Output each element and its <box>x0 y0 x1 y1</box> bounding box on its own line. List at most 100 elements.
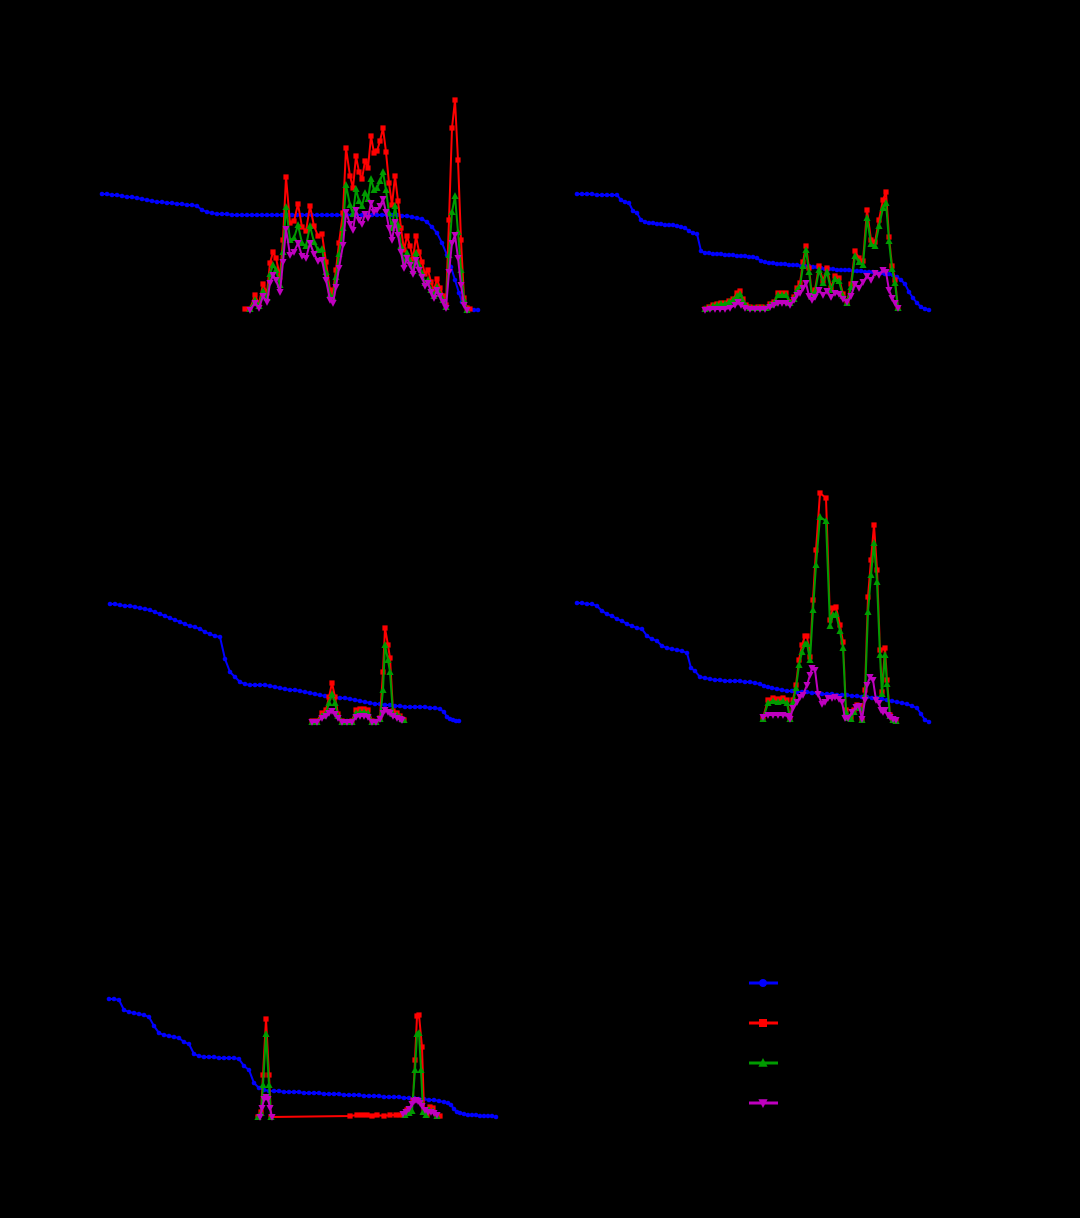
green-triangles-up-marker <box>835 277 843 284</box>
blue-circles-marker <box>779 687 785 693</box>
red-squares-marker <box>817 490 823 496</box>
red-squares-marker <box>833 604 839 610</box>
green-triangles-up-marker <box>391 202 399 209</box>
blue-circles-marker <box>898 277 904 283</box>
panel-middle-right-chart <box>574 490 932 725</box>
blue-circles-marker <box>761 683 767 689</box>
blue-circles-marker <box>321 1091 327 1097</box>
green-triangles-up-marker <box>259 1081 267 1088</box>
magenta-triangles-down-marker <box>361 211 369 218</box>
magenta-triangles-down-marker <box>343 719 351 726</box>
blue-circles-marker <box>579 191 585 197</box>
green-triangles-up-marker <box>812 561 820 568</box>
blue-circles-marker <box>481 1113 487 1119</box>
red-squares-marker <box>291 218 297 224</box>
magenta-triangles-down-marker <box>302 255 310 262</box>
magenta-triangles-down-marker <box>346 221 354 228</box>
red-squares-marker <box>387 655 393 661</box>
blue-circles-marker <box>589 191 595 197</box>
green-triangles-up-marker <box>733 292 741 299</box>
blue-circles-marker <box>264 212 270 218</box>
blue-circles-marker <box>112 601 118 607</box>
magenta-triangles-down-marker <box>885 287 893 294</box>
blue-circles-marker <box>151 1023 157 1029</box>
magenta-triangles-down-marker <box>811 294 819 301</box>
magenta-triangles-down-marker <box>799 692 807 699</box>
blue-circles-marker <box>399 213 405 219</box>
red-squares-marker <box>307 203 313 209</box>
legend-marker-green-triangles-up <box>758 1058 768 1067</box>
green-triangles-up-marker <box>836 627 844 634</box>
red-squares-marker <box>404 233 410 239</box>
magenta-triangles-down-marker <box>891 300 899 307</box>
magenta-triangles-down-marker <box>806 672 814 679</box>
blue-circles-marker <box>727 678 733 684</box>
blue-circles-marker <box>684 650 690 656</box>
blue-circles-marker <box>317 692 323 698</box>
blue-circles-marker <box>189 202 195 208</box>
green-triangles-up-marker <box>885 237 893 244</box>
magenta-triangles-down-marker <box>398 717 406 724</box>
magenta-triangles-down-marker <box>400 265 408 272</box>
green-triangles-up-marker <box>448 208 456 215</box>
blue-circles-marker <box>232 674 238 680</box>
magenta-triangles-down-marker <box>256 1114 264 1121</box>
magenta-triangles-down-marker <box>764 712 772 719</box>
blue-circles-marker <box>477 1113 483 1119</box>
magenta-triangles-down-marker <box>839 296 847 303</box>
magenta-triangles-down-marker <box>793 699 801 706</box>
blue-circles-marker <box>698 248 704 254</box>
blue-circles-marker <box>437 706 443 712</box>
red-squares-marker <box>856 255 862 261</box>
blue-circles-marker <box>757 681 763 687</box>
green-triangles-up-marker <box>764 699 772 706</box>
legend-marker-blue-circles <box>759 979 767 987</box>
magenta-triangles-down-marker <box>823 288 831 295</box>
green-triangles-up-marker <box>729 296 737 303</box>
blue-circles-marker <box>778 261 784 267</box>
blue-circles-marker <box>784 688 790 694</box>
blue-circles-marker <box>594 603 600 609</box>
blue-circles-marker <box>619 618 625 624</box>
magenta-triangles-down-marker <box>805 293 813 300</box>
blue-circles-marker <box>770 260 776 266</box>
top-right-magenta-triangles-down <box>701 267 902 314</box>
green-triangles-up-marker <box>325 699 333 706</box>
blue-circles-marker <box>457 1110 463 1116</box>
green-triangles-up-marker <box>823 268 831 275</box>
middle-right-blue-circles <box>574 600 932 725</box>
blue-circles-marker <box>431 1097 437 1103</box>
blue-circles-marker <box>594 192 600 198</box>
blue-circles-marker <box>212 633 218 639</box>
green-triangles-up-marker <box>725 298 733 305</box>
red-squares-marker <box>323 259 329 265</box>
blue-circles-line <box>576 602 930 723</box>
green-triangles-up-marker <box>259 287 267 294</box>
middle-right-green-triangles-up <box>759 513 900 724</box>
blue-circles-marker <box>139 196 145 202</box>
magenta-triangles-down-marker <box>786 302 794 309</box>
blue-circles-marker <box>714 251 720 257</box>
magenta-triangles-down-marker <box>726 305 734 312</box>
magenta-triangles-down-marker <box>342 209 350 216</box>
green-triangles-up-marker <box>302 242 310 249</box>
green-triangles-up-marker <box>805 268 813 275</box>
green-triangles-up-marker <box>403 249 411 256</box>
panel-top-right-chart <box>574 189 932 314</box>
red-squares-marker <box>419 1044 425 1050</box>
blue-circles-marker <box>451 1106 457 1112</box>
blue-circles-marker <box>136 1011 142 1017</box>
blue-circles-marker <box>754 255 760 261</box>
blue-circles-marker <box>206 1054 212 1060</box>
red-squares-marker <box>356 169 362 175</box>
blue-circles-marker <box>382 702 388 708</box>
blue-circles-marker <box>162 613 168 619</box>
red-squares-marker <box>295 201 301 207</box>
blue-circles-marker <box>918 304 924 310</box>
red-squares-marker <box>397 1112 403 1118</box>
magenta-triangles-down-marker <box>838 699 846 706</box>
blue-circles-marker <box>427 705 433 711</box>
magenta-triangles-down-marker <box>318 715 326 722</box>
blue-circles-marker <box>659 643 665 649</box>
green-triangles-up-marker <box>269 261 277 268</box>
